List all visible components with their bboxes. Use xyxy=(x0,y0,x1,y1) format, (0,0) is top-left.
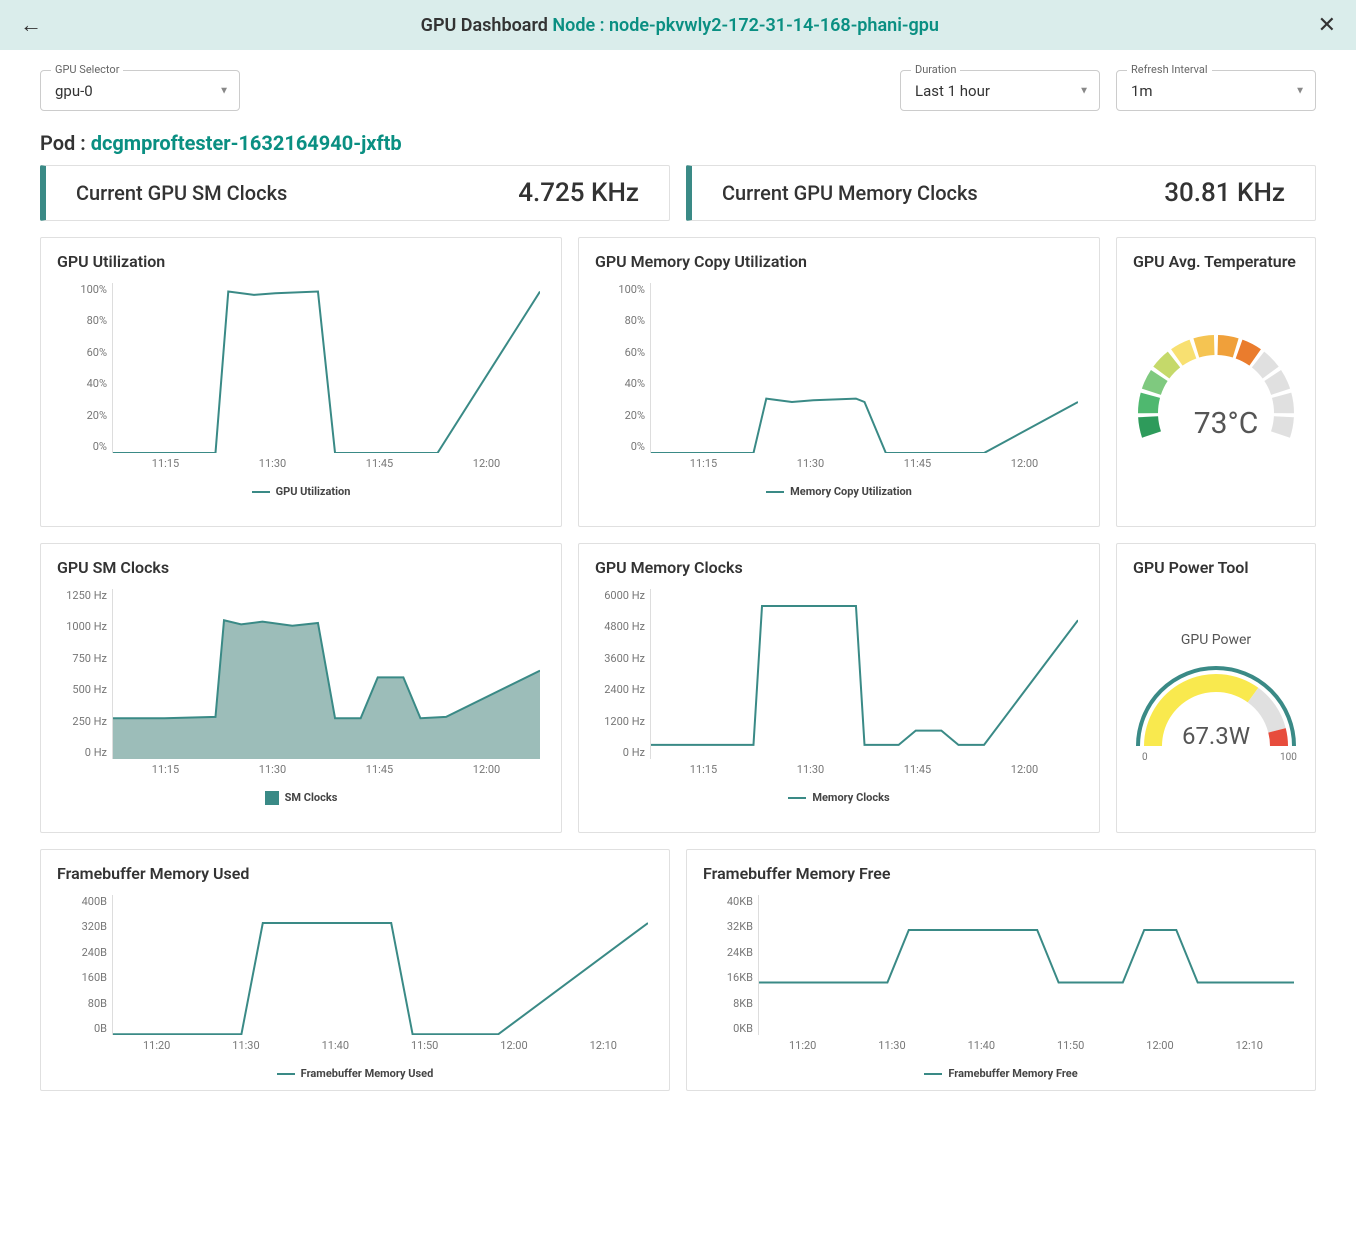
card-title: GPU Memory Copy Utilization xyxy=(595,252,1083,271)
refresh-value: 1m xyxy=(1131,82,1153,100)
svg-text:0: 0 xyxy=(1142,752,1148,763)
legend: SM Clocks xyxy=(57,781,545,807)
kpi-title: Current GPU SM Clocks xyxy=(76,181,287,205)
legend: Framebuffer Memory Used xyxy=(57,1057,653,1082)
kpi-mem-clocks: Current GPU Memory Clocks 30.81 KHz xyxy=(686,165,1316,221)
kpi-value: 4.725 KHz xyxy=(518,178,639,208)
card-title: GPU Power Tool xyxy=(1133,558,1299,577)
duration-value: Last 1 hour xyxy=(915,82,990,100)
refresh-selector[interactable]: Refresh Interval 1m ▼ xyxy=(1116,70,1316,111)
card-fb-used: Framebuffer Memory Used 400B320B240B160B… xyxy=(40,849,670,1091)
gauge-power: GPU Power67.3W0100 xyxy=(1133,589,1299,809)
gpu-selector[interactable]: GPU Selector gpu-0 ▼ xyxy=(40,70,240,111)
back-icon[interactable]: ← xyxy=(20,12,42,38)
legend: GPU Utilization xyxy=(57,475,545,500)
card-title: GPU Memory Clocks xyxy=(595,558,1083,577)
legend: Memory Copy Utilization xyxy=(595,475,1083,500)
chart-mem-copy: 100%80%60%40%20%0%11:1511:3011:4512:00 xyxy=(595,283,1083,475)
card-gpu-temperature: GPU Avg. Temperature 73°C xyxy=(1116,237,1316,527)
refresh-label: Refresh Interval xyxy=(1127,63,1212,76)
chevron-down-icon: ▼ xyxy=(1079,85,1089,96)
duration-label: Duration xyxy=(911,63,960,76)
card-mem-clocks: GPU Memory Clocks 6000 Hz4800 Hz3600 Hz2… xyxy=(578,543,1100,833)
kpi-value: 30.81 KHz xyxy=(1164,178,1285,208)
card-title: GPU Utilization xyxy=(57,252,545,271)
chevron-down-icon: ▼ xyxy=(219,85,229,96)
header-bar: ← GPU Dashboard Node : node-pkvwly2-172-… xyxy=(0,0,1356,50)
legend: Framebuffer Memory Free xyxy=(703,1057,1299,1082)
duration-selector[interactable]: Duration Last 1 hour ▼ xyxy=(900,70,1100,111)
card-title: Framebuffer Memory Used xyxy=(57,864,653,883)
gauge-temperature: 73°C xyxy=(1133,283,1299,503)
legend: Memory Clocks xyxy=(595,781,1083,806)
card-title: GPU SM Clocks xyxy=(57,558,545,577)
chart-sm-clocks: 1250 Hz1000 Hz750 Hz500 Hz250 Hz0 Hz11:1… xyxy=(57,589,545,781)
pod-line: Pod : dcgmproftester-1632164940-jxftb xyxy=(0,111,1356,165)
gpu-selector-label: GPU Selector xyxy=(51,63,123,76)
chevron-down-icon: ▼ xyxy=(1295,85,1305,96)
card-mem-copy-utilization: GPU Memory Copy Utilization 100%80%60%40… xyxy=(578,237,1100,527)
chart-mem-clocks: 6000 Hz4800 Hz3600 Hz2400 Hz1200 Hz0 Hz1… xyxy=(595,589,1083,781)
card-gpu-utilization: GPU Utilization 100%80%60%40%20%0%11:151… xyxy=(40,237,562,527)
svg-text:67.3W: 67.3W xyxy=(1182,722,1250,750)
title-prefix: GPU Dashboard xyxy=(421,15,553,36)
svg-text:73°C: 73°C xyxy=(1194,406,1258,441)
card-gpu-power: GPU Power Tool GPU Power67.3W0100 xyxy=(1116,543,1316,833)
chart-gpu-utilization: 100%80%60%40%20%0%11:1511:3011:4512:00 xyxy=(57,283,545,475)
node-label: Node : xyxy=(552,15,609,36)
card-title: Framebuffer Memory Free xyxy=(703,864,1299,883)
gpu-selector-value: gpu-0 xyxy=(55,82,93,100)
pod-value[interactable]: dcgmproftester-1632164940-jxftb xyxy=(91,131,402,155)
chart-fb-used: 400B320B240B160B80B0B11:2011:3011:4011:5… xyxy=(57,895,653,1057)
kpi-title: Current GPU Memory Clocks xyxy=(722,181,978,205)
kpi-sm-clocks: Current GPU SM Clocks 4.725 KHz xyxy=(40,165,670,221)
node-value: node-pkvwly2-172-31-14-168-phani-gpu xyxy=(609,15,939,36)
chart-fb-free: 40KB32KB24KB16KB8KB0KB11:2011:3011:4011:… xyxy=(703,895,1299,1057)
controls-row: GPU Selector gpu-0 ▼ Duration Last 1 hou… xyxy=(0,50,1356,111)
close-icon[interactable]: ✕ xyxy=(1318,13,1336,38)
card-sm-clocks: GPU SM Clocks 1250 Hz1000 Hz750 Hz500 Hz… xyxy=(40,543,562,833)
card-title: GPU Avg. Temperature xyxy=(1133,252,1299,271)
card-fb-free: Framebuffer Memory Free 40KB32KB24KB16KB… xyxy=(686,849,1316,1091)
page-title: GPU Dashboard Node : node-pkvwly2-172-31… xyxy=(42,15,1318,36)
svg-text:100: 100 xyxy=(1280,752,1297,763)
pod-label: Pod : xyxy=(40,131,91,155)
